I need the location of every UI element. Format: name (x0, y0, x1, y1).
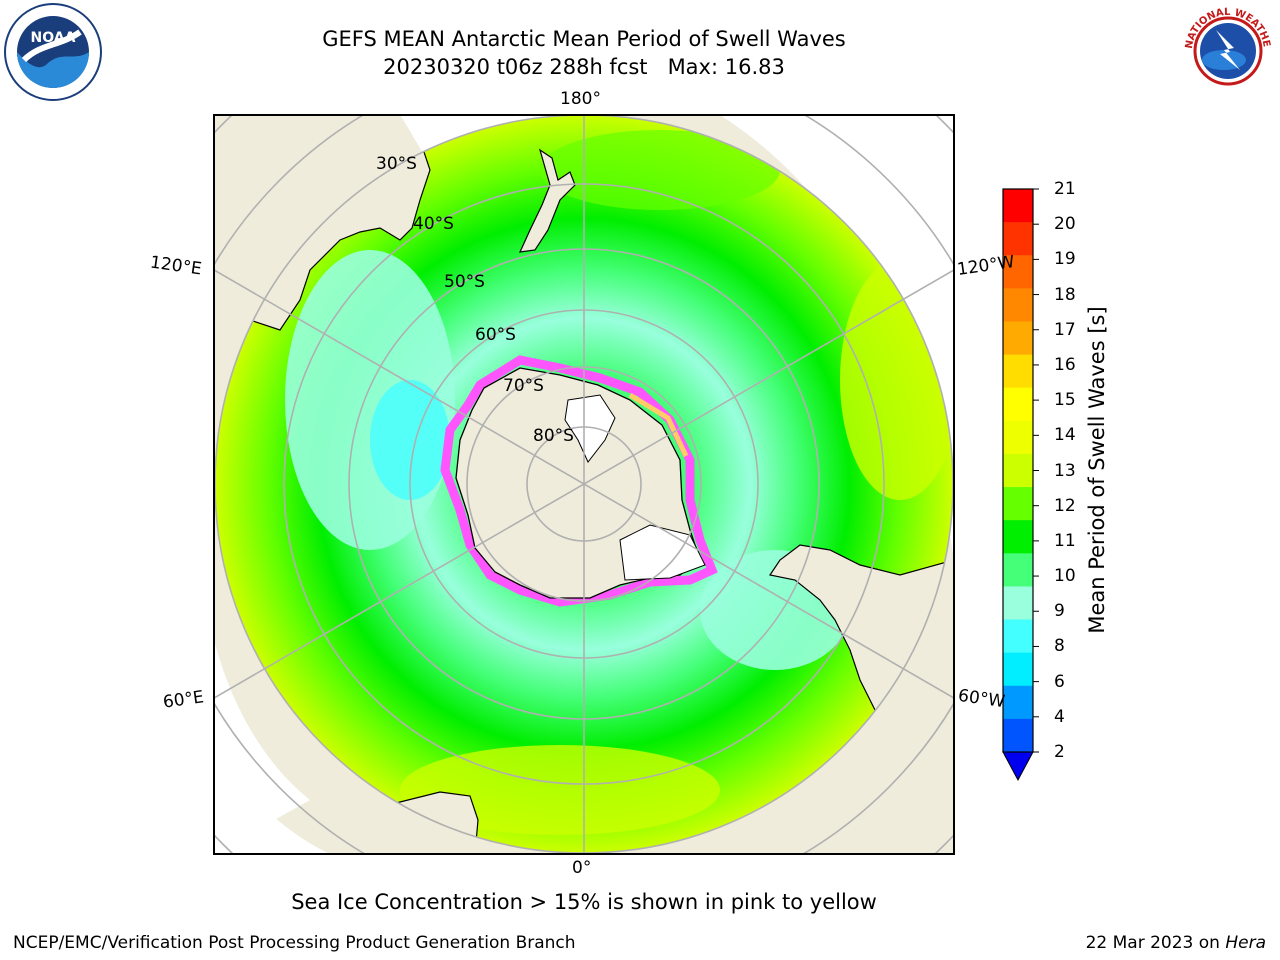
noaa-logo: NOAA (4, 3, 102, 101)
colorbar-tick-label: 20 (1054, 214, 1076, 235)
colorbar-segment (1003, 520, 1033, 554)
colorbar-segment (1003, 288, 1033, 322)
colorbar-tick-label: 18 (1054, 284, 1076, 305)
lat-label-70s: 70°S (503, 376, 544, 396)
colorbar-tick-label: 13 (1054, 460, 1076, 481)
lat-label-30s: 30°S (376, 154, 417, 174)
sea-ice-note: Sea Ice Concentration > 15% is shown in … (291, 890, 877, 914)
colorbar-segment (1003, 685, 1033, 720)
ronne-ice-shelf (619, 524, 706, 581)
colorbar-under-triangle (1002, 751, 1034, 782)
colorbar-tick-label: 14 (1054, 425, 1076, 446)
colorbar-tick-label: 16 (1054, 354, 1076, 375)
colorbar-label: Mean Period of Swell Waves [s] (1085, 306, 1109, 634)
colorbar-segment (1003, 420, 1033, 455)
colorbar-tick-label: 15 (1054, 390, 1076, 411)
lat-label-40s: 40°S (413, 214, 454, 234)
colorbar-tick-label: 19 (1054, 249, 1076, 270)
colorbar-segment (1003, 553, 1033, 587)
colorbar-tick-label: 9 (1054, 601, 1065, 622)
colorbar-segment (1003, 619, 1033, 654)
colorbar (1002, 188, 1039, 782)
national-weather-service-logo: NATIONAL WEATHER SERVICE (1178, 2, 1275, 98)
colorbar-segment (1003, 387, 1033, 422)
colorbar-tick-label: 21 (1054, 179, 1076, 199)
colorbar-segment (1003, 354, 1033, 389)
lon-label-0: 0° (572, 858, 592, 878)
colorbar-segment (1003, 321, 1033, 356)
colorbar-segment (1003, 487, 1033, 521)
colorbar-tick-label: 2 (1054, 742, 1065, 762)
colorbar-segment (1003, 255, 1033, 289)
colorbar-tick-label: 11 (1054, 530, 1076, 551)
colorbar-segment (1003, 718, 1033, 753)
colorbar-segment (1003, 453, 1033, 488)
colorbar-segment (1003, 222, 1033, 256)
footer-date: 22 Mar 2023 on Hera (1086, 933, 1266, 953)
lat-label-80s: 80°S (533, 426, 574, 446)
colorbar-tick-label: 4 (1054, 706, 1065, 727)
chart-subtitle: 20230320 t06z 288h fcst Max: 16.83 (383, 55, 785, 79)
colorbar-segment (1003, 652, 1033, 687)
map-frame (213, 114, 955, 855)
lon-label-180: 180° (560, 89, 601, 109)
colorbar-tick-label: 6 (1054, 671, 1065, 692)
swell-region-long-period-south (400, 745, 720, 835)
ross-ice-shelf (564, 394, 616, 463)
noaa-logo-text: NOAA (31, 30, 76, 46)
footer-machine: Hera (1225, 933, 1266, 953)
chart-title: GEFS MEAN Antarctic Mean Period of Swell… (322, 27, 846, 51)
colorbar-tick-label: 10 (1054, 566, 1076, 587)
colorbar-tick-label: 8 (1054, 636, 1065, 657)
new-zealand-land (519, 148, 576, 253)
footer-date-text: 22 Mar 2023 on (1085, 933, 1226, 953)
colorbar-tick-label: 12 (1054, 495, 1076, 516)
colorbar-segment (1003, 586, 1033, 621)
sea-ice-edge (440, 355, 718, 607)
colorbar-tick-label: 17 (1054, 319, 1076, 340)
lat-label-60s: 60°S (475, 325, 516, 345)
colorbar-segment (1003, 189, 1033, 223)
lat-label-50s: 50°S (444, 272, 485, 292)
footer-credit: NCEP/EMC/Verification Post Processing Pr… (13, 933, 576, 953)
